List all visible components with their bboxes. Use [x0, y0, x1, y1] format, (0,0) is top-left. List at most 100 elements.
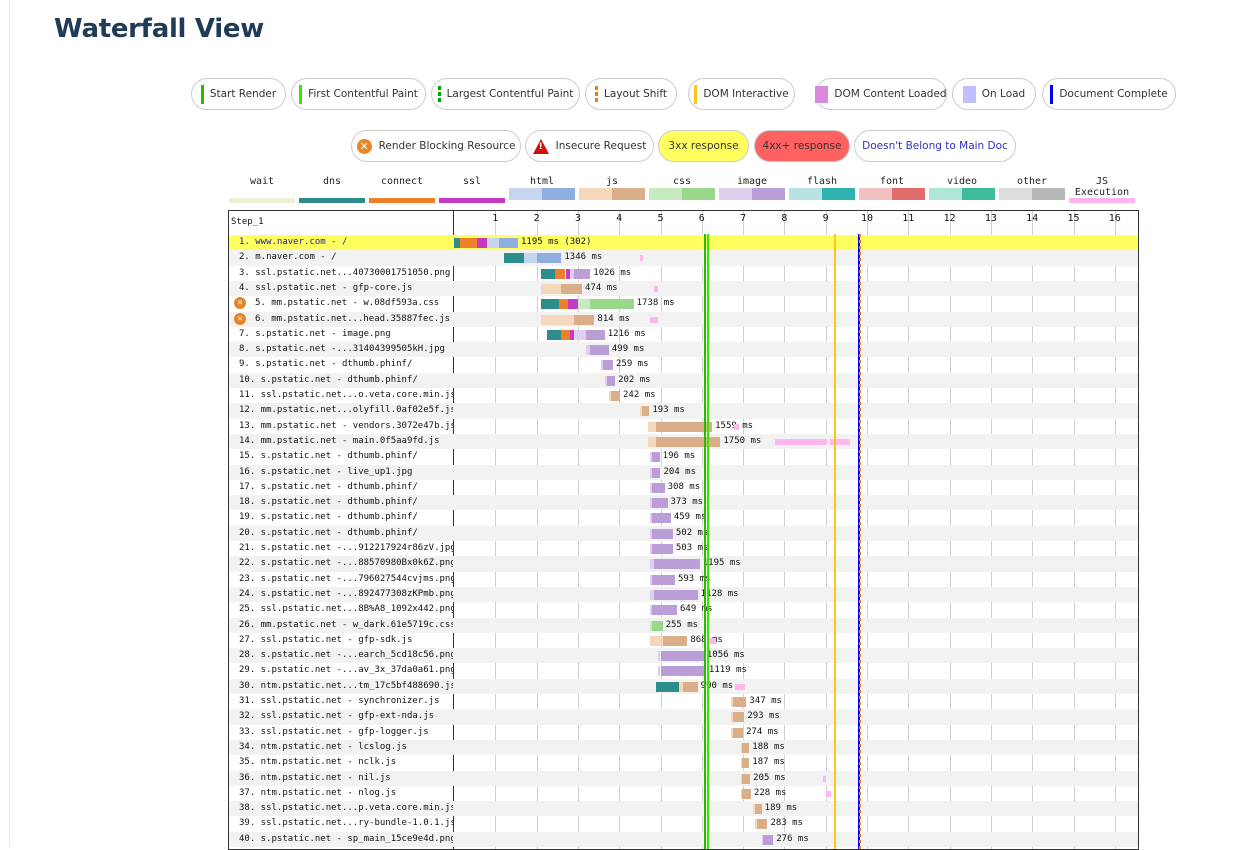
request-row[interactable]: 13. mm.pstatic.net - vendors.3072e47b.js…: [229, 419, 1138, 434]
request-label[interactable]: 17. s.pstatic.net - dthumb.phinf/: [239, 481, 418, 492]
request-row[interactable]: 11. ssl.pstatic.net...o.veta.core.min.js…: [229, 388, 1138, 403]
request-label[interactable]: 33. ssl.pstatic.net - gfp-logger.js: [239, 726, 429, 737]
legend-document-complete[interactable]: Document Complete: [1042, 78, 1176, 110]
legend-4xx-response[interactable]: 4xx+ response: [754, 130, 850, 162]
request-row[interactable]: 9. s.pstatic.net - dthumb.phinf/259 ms: [229, 357, 1138, 372]
request-row[interactable]: 28. s.pstatic.net -...earch_5cd18c56.png…: [229, 648, 1138, 664]
request-label[interactable]: 1. www.naver.com - /: [239, 237, 348, 247]
request-row[interactable]: 17. s.pstatic.net - dthumb.phinf/308 ms: [229, 480, 1138, 495]
request-label[interactable]: 4. ssl.pstatic.net - gfp-core.js: [239, 282, 413, 293]
request-label[interactable]: 8. s.pstatic.net -...31404399505kH.jpg: [239, 344, 445, 355]
request-label[interactable]: 40. s.pstatic.net - sp_main_15ce9e4d.png: [239, 833, 453, 844]
request-label[interactable]: 28. s.pstatic.net -...earch_5cd18c56.png: [239, 650, 453, 661]
legend-3xx-response[interactable]: 3xx response: [658, 130, 749, 162]
request-row[interactable]: 40. s.pstatic.net - sp_main_15ce9e4d.png…: [229, 831, 1138, 847]
request-row[interactable]: 38. ssl.pstatic.net...p.veta.core.min.js…: [229, 801, 1138, 817]
request-label[interactable]: 35. ntm.pstatic.net - nclk.js: [239, 757, 397, 768]
request-row[interactable]: 35. ntm.pstatic.net - nclk.js 187 ms: [229, 755, 1138, 770]
request-label[interactable]: 22. s.pstatic.net -...88570980Bx0k6Z.png: [239, 558, 453, 569]
request-row[interactable]: 20. s.pstatic.net - dthumb.phinf/502 ms: [229, 525, 1138, 541]
request-label[interactable]: 39. ssl.pstatic.net...ry-bundle-1.0.1.js: [239, 818, 453, 829]
request-row[interactable]: 14. mm.pstatic.net - main.0f5aa9fd.js 175…: [229, 433, 1138, 450]
request-label[interactable]: 38. ssl.pstatic.net...p.veta.core.min.js: [239, 803, 453, 814]
legend-doesn-t-belong-to-main-doc[interactable]: Doesn't Belong to Main Doc: [854, 130, 1016, 162]
request-row[interactable]: 26. mm.pstatic.net - w_dark.61e5719c.css…: [229, 617, 1138, 633]
timing-ssl-bar: [565, 268, 570, 279]
request-row[interactable]: 10. s.pstatic.net - dthumb.phinf/202 ms: [229, 372, 1138, 388]
request-row[interactable]: 23. s.pstatic.net -...796027544cvjms.png…: [229, 572, 1138, 587]
request-row[interactable]: 21. s.pstatic.net -...912217924r86zV.jpg…: [229, 541, 1138, 556]
request-row[interactable]: 8. s.pstatic.net -...31404399505kH.jpg 49…: [229, 342, 1138, 358]
legend-largest-contentful-paint[interactable]: Largest Contentful Paint: [431, 78, 580, 110]
legend-start-render[interactable]: Start Render: [191, 78, 286, 110]
request-row[interactable]: 32. ssl.pstatic.net - gfp-ext-nda.js 293 …: [229, 709, 1138, 725]
request-label[interactable]: 15. s.pstatic.net - dthumb.phinf/: [239, 451, 418, 462]
request-row[interactable]: 34. ntm.pstatic.net - lcslog.js 188 ms: [229, 739, 1138, 756]
request-label[interactable]: 2. m.naver.com - /: [239, 252, 337, 263]
request-row[interactable]: 22. s.pstatic.net -...88570980Bx0k6Z.png…: [229, 556, 1138, 572]
request-row[interactable]: 18. s.pstatic.net - dthumb.phinf/373 ms: [229, 495, 1138, 511]
request-label[interactable]: 30. ntm.pstatic.net...tm_17c5bf488690.js: [239, 680, 453, 691]
request-label[interactable]: 14. mm.pstatic.net - main.0f5aa9fd.js: [239, 435, 440, 446]
request-row[interactable]: 30. ntm.pstatic.net...tm_17c5bf488690.js…: [229, 678, 1138, 694]
request-label[interactable]: 36. ntm.pstatic.net - nil.js: [239, 772, 391, 783]
request-row[interactable]: 6. mm.pstatic.net...head.35887fec.js ✕ 814…: [229, 311, 1138, 327]
request-time: 205 ms: [753, 772, 786, 783]
request-row[interactable]: 3. ssl.pstatic.net...40730001751050.png 1…: [229, 266, 1138, 281]
legend-layout-shift[interactable]: Layout Shift: [585, 78, 677, 110]
request-row[interactable]: 1. www.naver.com - / 1195 ms (302): [229, 235, 1138, 251]
request-row[interactable]: 16. s.pstatic.net - live_up1.jpg 204 ms: [229, 464, 1138, 480]
request-row[interactable]: 7. s.pstatic.net - image.png 1216 ms: [229, 327, 1138, 342]
request-row[interactable]: 37. ntm.pstatic.net - nlog.js 228 ms: [229, 786, 1138, 801]
request-label[interactable]: 23. s.pstatic.net -...796027544cvjms.png: [239, 573, 453, 584]
request-label[interactable]: 18. s.pstatic.net - dthumb.phinf/: [239, 497, 418, 508]
request-label[interactable]: 3. ssl.pstatic.net...40730001751050.png: [239, 267, 451, 278]
timing-connect-bar: [555, 268, 566, 279]
legend-dom-content-loaded[interactable]: DOM Content Loaded: [815, 78, 947, 110]
request-time: 189 ms: [764, 803, 798, 814]
request-label[interactable]: 25. ssl.pstatic.net...8B%A8_1092x442.png: [239, 604, 453, 615]
request-label[interactable]: 21. s.pstatic.net -...912217924r86zV.jpg: [239, 543, 453, 553]
request-row[interactable]: 33. ssl.pstatic.net - gfp-logger.js 274 m…: [229, 725, 1138, 740]
legend-on-load[interactable]: On Load: [952, 78, 1036, 110]
request-row[interactable]: 36. ntm.pstatic.net - nil.js 205 ms: [229, 770, 1138, 786]
request-label[interactable]: 31. ssl.pstatic.net - synchronizer.js: [239, 696, 440, 706]
request-row[interactable]: 39. ssl.pstatic.net...ry-bundle-1.0.1.js…: [229, 816, 1138, 831]
request-label[interactable]: 6. mm.pstatic.net...head.35887fec.js ✕: [229, 312, 453, 327]
request-row[interactable]: 4. ssl.pstatic.net - gfp-core.js 474 ms: [229, 280, 1138, 297]
request-row[interactable]: 12. mm.pstatic.net...olyfill.0af02e5f.js…: [229, 403, 1138, 419]
request-label[interactable]: 11. ssl.pstatic.net...o.veta.core.min.js: [239, 390, 453, 400]
request-row[interactable]: 2. m.naver.com - / 1346 ms: [229, 250, 1138, 266]
request-label[interactable]: 9. s.pstatic.net - dthumb.phinf/: [239, 359, 413, 370]
request-row[interactable]: 31. ssl.pstatic.net - synchronizer.js 347…: [229, 694, 1138, 709]
timing-dl-bar: [656, 436, 721, 447]
request-row[interactable]: 24. s.pstatic.net -...892477308zKPmb.png…: [229, 586, 1138, 603]
request-row[interactable]: 19. s.pstatic.net - dthumb.phinf/459 ms: [229, 510, 1138, 525]
request-label[interactable]: 16. s.pstatic.net - live_up1.jpg: [239, 466, 413, 477]
request-label[interactable]: 34. ntm.pstatic.net - lcslog.js: [239, 741, 407, 752]
request-label[interactable]: 13. mm.pstatic.net - vendors.3072e47b.js: [239, 420, 453, 431]
timing-legend-label: wait: [249, 176, 275, 187]
legend-insecure-request[interactable]: ! Insecure Request: [525, 130, 654, 162]
request-label[interactable]: 32. ssl.pstatic.net - gfp-ext-nda.js: [239, 711, 435, 722]
request-label[interactable]: 12. mm.pstatic.net...olyfill.0af02e5f.js: [239, 405, 453, 416]
request-label[interactable]: 26. mm.pstatic.net - w_dark.61e5719c.css: [239, 619, 453, 630]
request-row[interactable]: 27. ssl.pstatic.net - gfp-sdk.js 868 ms: [229, 633, 1138, 648]
request-label[interactable]: 24. s.pstatic.net -...892477308zKPmb.png: [239, 588, 453, 599]
request-label[interactable]: 10. s.pstatic.net - dthumb.phinf/: [239, 374, 418, 385]
request-row[interactable]: 25. ssl.pstatic.net...8B%A8_1092x442.png…: [229, 602, 1138, 617]
request-label[interactable]: 20. s.pstatic.net - dthumb.phinf/: [239, 527, 418, 538]
request-label[interactable]: 19. s.pstatic.net - dthumb.phinf/: [239, 512, 418, 523]
request-time: 474 ms: [585, 282, 618, 293]
request-label[interactable]: 27. ssl.pstatic.net - gfp-sdk.js: [239, 634, 413, 645]
request-label[interactable]: 7. s.pstatic.net - image.png: [239, 328, 391, 339]
request-row[interactable]: 15. s.pstatic.net - dthumb.phinf/196 ms: [229, 449, 1138, 464]
legend-render-blocking-resource[interactable]: ✕ Render Blocking Resource: [351, 130, 521, 162]
request-row[interactable]: 29. s.pstatic.net -...av_3x_37da0a61.png…: [229, 663, 1138, 678]
request-label[interactable]: 29. s.pstatic.net -...av_3x_37da0a61.png: [239, 665, 453, 676]
legend-dom-interactive[interactable]: DOM Interactive: [688, 78, 795, 110]
request-label[interactable]: 37. ntm.pstatic.net - nlog.js: [239, 787, 397, 798]
legend-first-contentful-paint[interactable]: First Contentful Paint: [291, 78, 426, 110]
request-label[interactable]: 5. mm.pstatic.net - w.08df593a.css ✕: [229, 296, 453, 311]
request-row[interactable]: 5. mm.pstatic.net - w.08df593a.css ✕ 1738 …: [229, 296, 1138, 311]
